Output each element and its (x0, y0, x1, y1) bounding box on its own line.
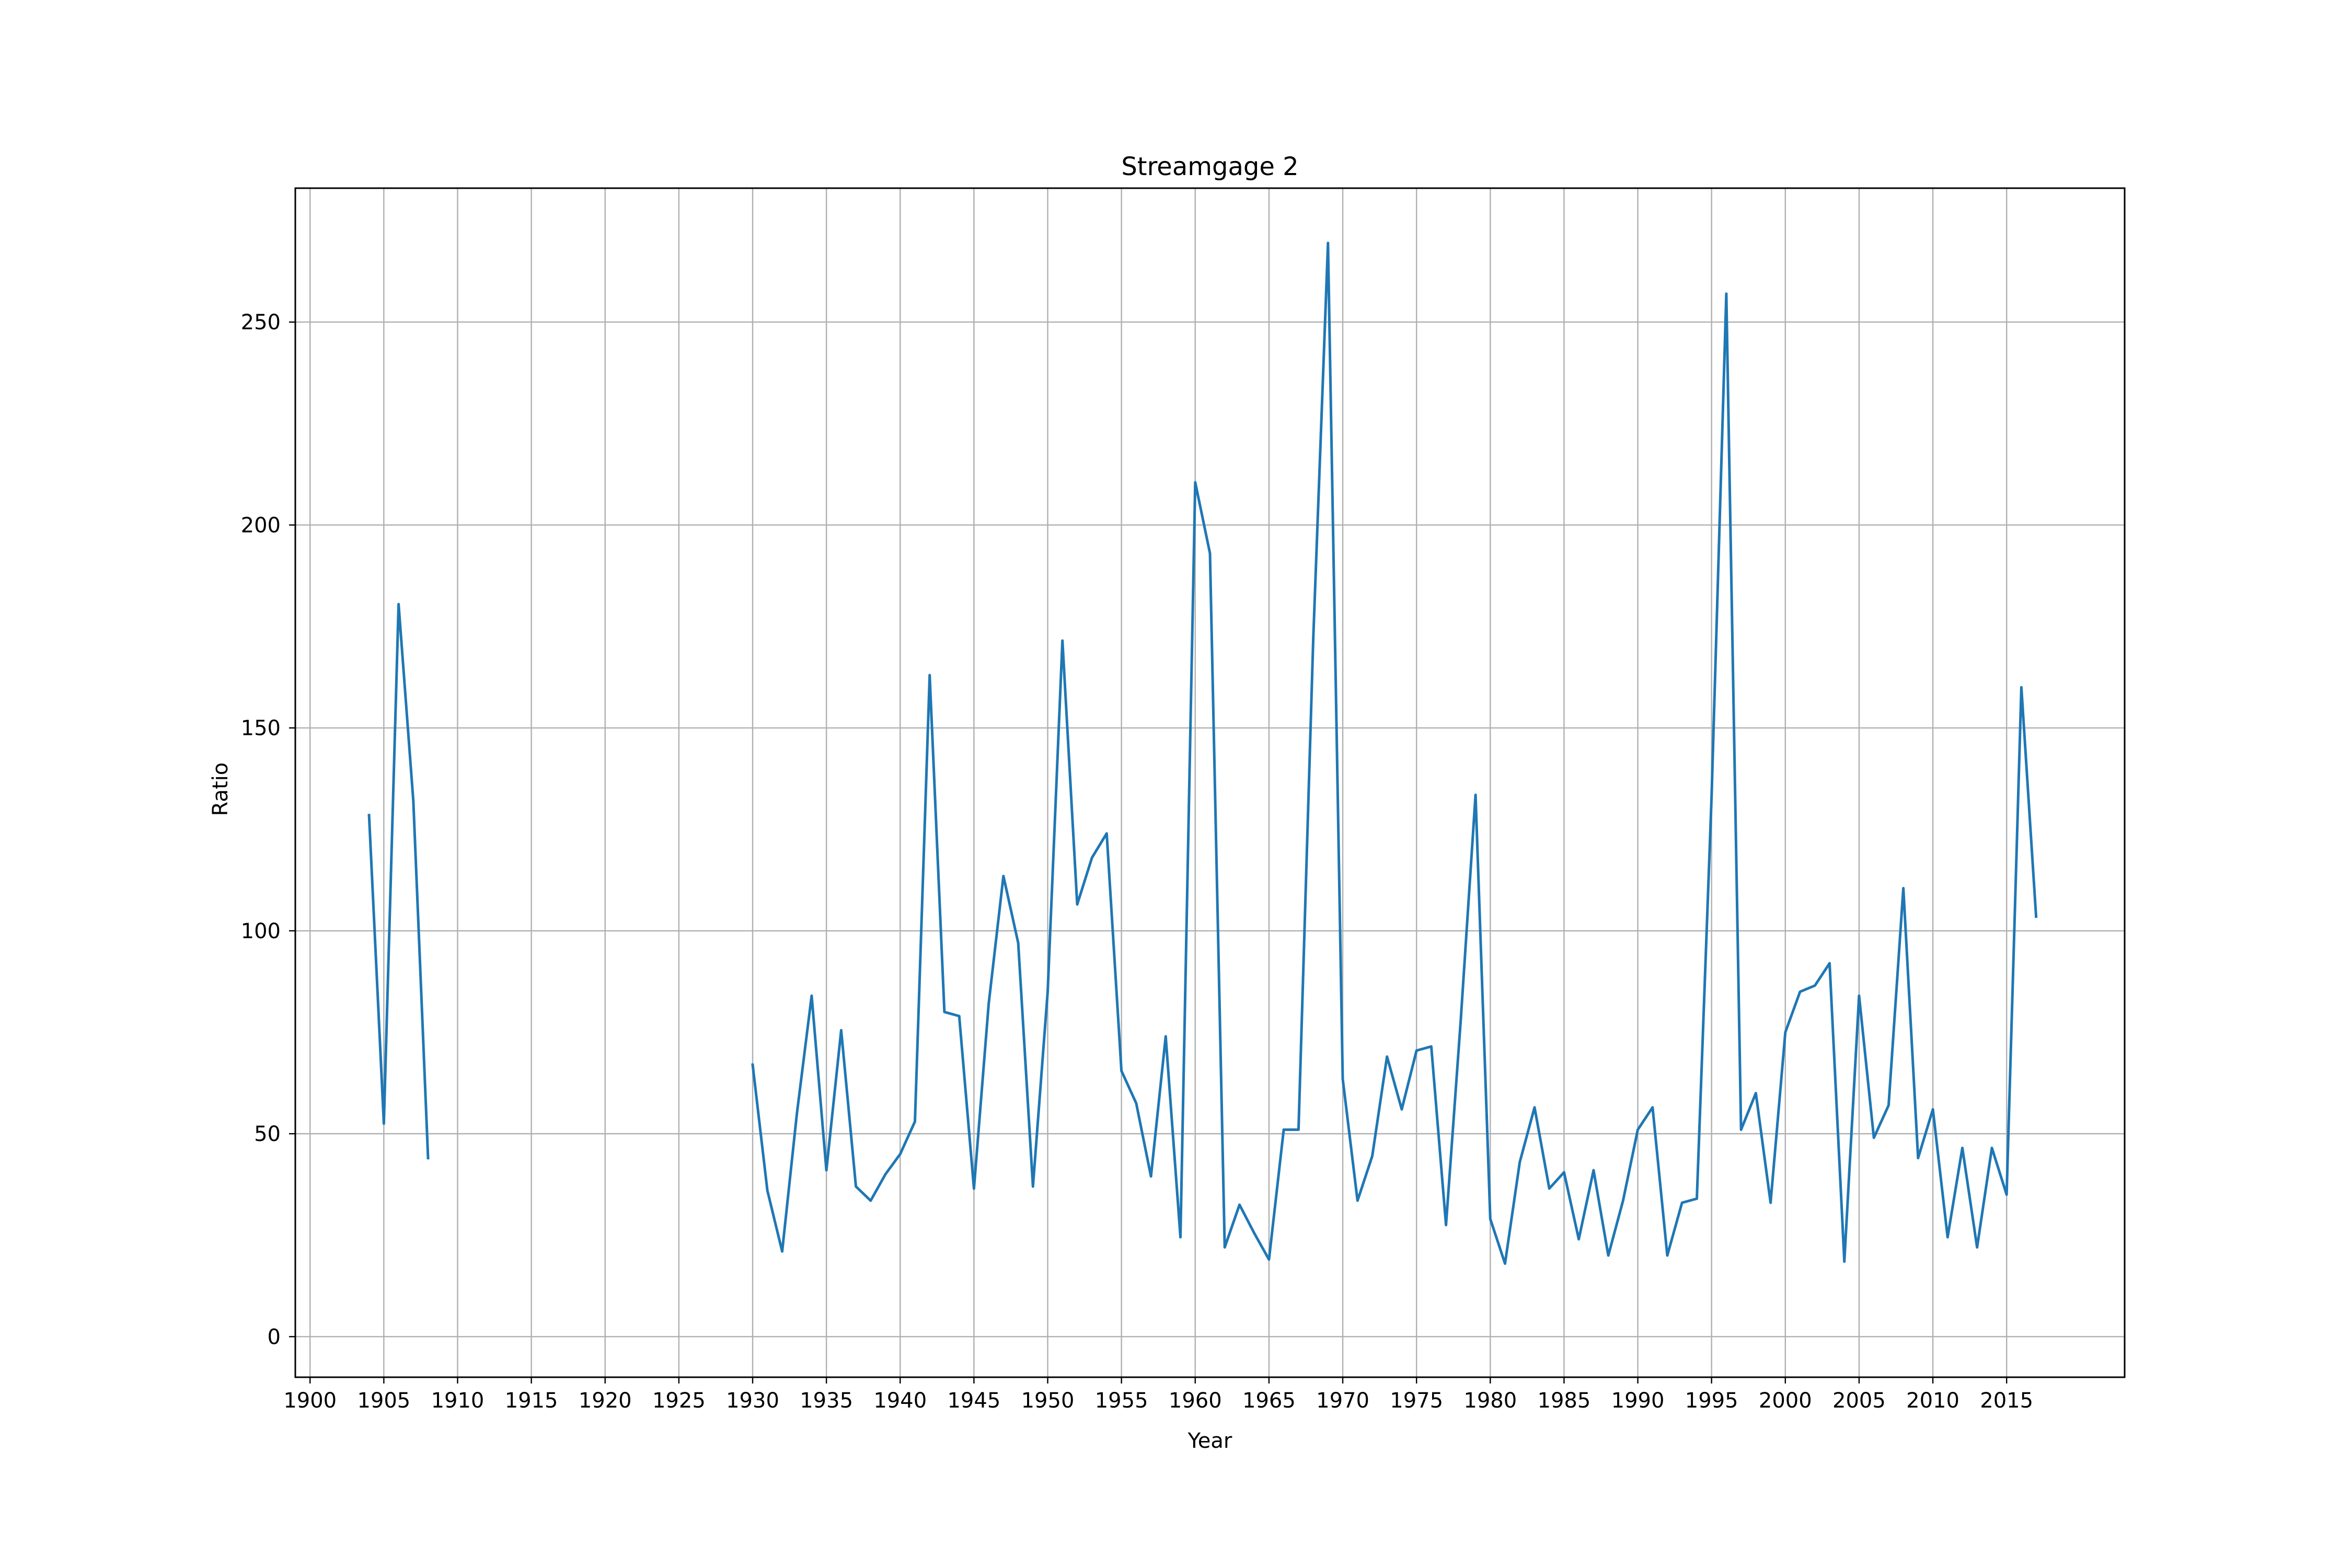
x-tick-label: 2010 (1906, 1389, 1959, 1413)
series-lines (367, 241, 2038, 1265)
series-line-segment (751, 241, 2038, 1265)
x-tick-label: 1900 (283, 1389, 337, 1413)
plot-area-frame (294, 187, 2126, 1378)
x-tick-label: 1990 (1611, 1389, 1665, 1413)
x-tick-label: 1940 (873, 1389, 927, 1413)
x-tick-label: 1965 (1242, 1389, 1296, 1413)
x-tick-label: 1915 (505, 1389, 558, 1413)
y-tick-label: 100 (241, 919, 281, 943)
x-tick-label: 1945 (947, 1389, 1000, 1413)
x-tick-label: 1975 (1390, 1389, 1443, 1413)
x-axis-label: Year (1187, 1429, 1232, 1453)
y-tick-label: 150 (241, 717, 281, 741)
grid-lines (295, 188, 2125, 1377)
y-axis-label: Ratio (209, 763, 233, 816)
x-axis-ticks: 1900 1905 1910 1915 1920 1925 1930 1935 1940 1945… (283, 1377, 2033, 1413)
x-tick-label: 1950 (1021, 1389, 1075, 1413)
x-tick-label: 1935 (800, 1389, 853, 1413)
x-tick-label: 1980 (1463, 1389, 1517, 1413)
x-tick-label: 2000 (1759, 1389, 1812, 1413)
y-tick-label: 200 (241, 513, 281, 537)
x-tick-label: 1960 (1169, 1389, 1222, 1413)
x-tick-label: 2015 (1980, 1389, 2033, 1413)
x-tick-label: 1985 (1538, 1389, 1591, 1413)
x-tick-label: 1905 (357, 1389, 410, 1413)
series-line-segment (367, 603, 430, 1160)
y-axis-ticks: 0 50 100 150 200 250 (241, 310, 295, 1349)
x-tick-label: 1970 (1316, 1389, 1369, 1413)
x-tick-label: 1955 (1095, 1389, 1148, 1413)
y-tick-label: 0 (268, 1325, 281, 1349)
x-tick-label: 1930 (726, 1389, 779, 1413)
x-tick-label: 2005 (1832, 1389, 1886, 1413)
chart-title: Streamgage 2 (1121, 152, 1298, 181)
x-tick-label: 1925 (652, 1389, 706, 1413)
x-tick-label: 1910 (431, 1389, 485, 1413)
y-tick-label: 250 (241, 310, 281, 335)
y-tick-label: 50 (254, 1122, 281, 1146)
x-tick-label: 1995 (1685, 1389, 1738, 1413)
x-tick-label: 1920 (579, 1389, 632, 1413)
